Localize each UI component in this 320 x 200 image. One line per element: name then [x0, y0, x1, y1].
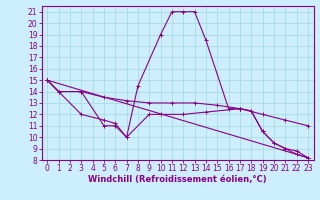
X-axis label: Windchill (Refroidissement éolien,°C): Windchill (Refroidissement éolien,°C)	[88, 175, 267, 184]
